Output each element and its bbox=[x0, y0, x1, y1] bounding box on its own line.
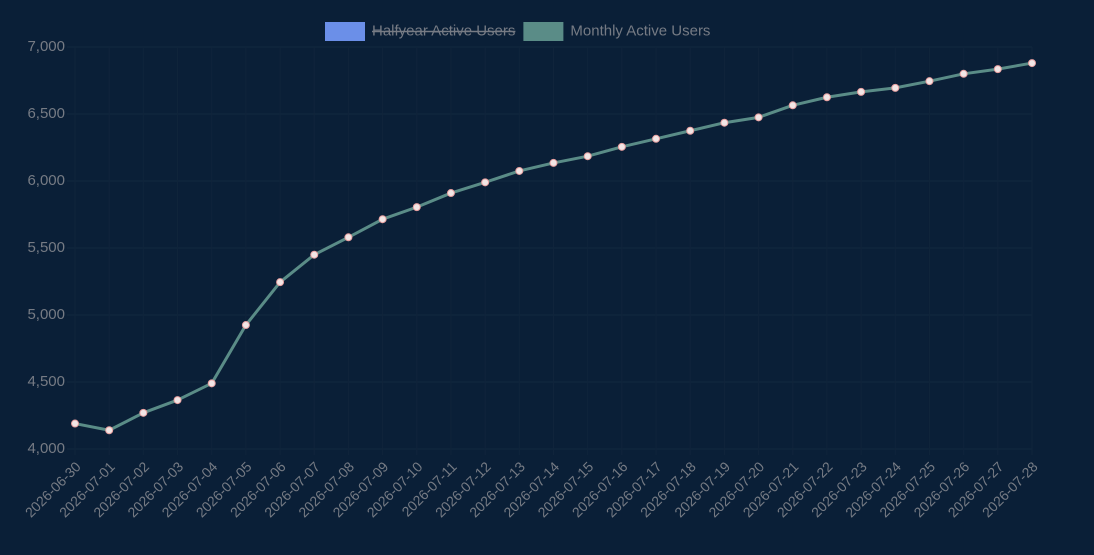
legend-swatch bbox=[325, 22, 365, 41]
y-tick-label: 4,000 bbox=[27, 440, 65, 457]
data-point bbox=[549, 158, 558, 167]
y-tick-label: 5,000 bbox=[27, 306, 65, 323]
data-point bbox=[891, 83, 900, 92]
data-point bbox=[617, 142, 626, 151]
data-point bbox=[515, 166, 524, 175]
data-point bbox=[310, 250, 319, 259]
data-point bbox=[241, 321, 250, 330]
data-point bbox=[720, 118, 729, 127]
data-point bbox=[822, 93, 831, 102]
data-point bbox=[446, 189, 455, 198]
y-tick-label: 5,500 bbox=[27, 239, 65, 256]
data-point bbox=[105, 426, 114, 435]
legend-label[interactable]: Monthly Active Users bbox=[570, 22, 710, 39]
y-tick-label: 4,500 bbox=[27, 373, 65, 390]
legend-swatch bbox=[523, 22, 564, 41]
data-point bbox=[173, 396, 182, 405]
data-point bbox=[583, 152, 592, 161]
data-point bbox=[276, 278, 285, 287]
data-point bbox=[959, 69, 968, 78]
data-point bbox=[481, 178, 490, 187]
data-point bbox=[207, 379, 216, 388]
data-point bbox=[686, 126, 695, 135]
data-point bbox=[412, 203, 421, 212]
data-point bbox=[788, 101, 797, 110]
y-tick-label: 7,000 bbox=[27, 38, 65, 55]
data-point bbox=[139, 408, 148, 417]
data-point bbox=[993, 65, 1002, 74]
data-point bbox=[378, 215, 387, 224]
y-tick-label: 6,000 bbox=[27, 172, 65, 189]
data-point bbox=[857, 87, 866, 96]
data-point bbox=[754, 113, 763, 122]
data-point bbox=[1028, 59, 1036, 68]
data-point bbox=[71, 419, 79, 428]
y-tick-label: 6,500 bbox=[27, 105, 65, 122]
data-point bbox=[344, 233, 353, 242]
data-point bbox=[925, 77, 934, 86]
data-point bbox=[652, 134, 661, 143]
